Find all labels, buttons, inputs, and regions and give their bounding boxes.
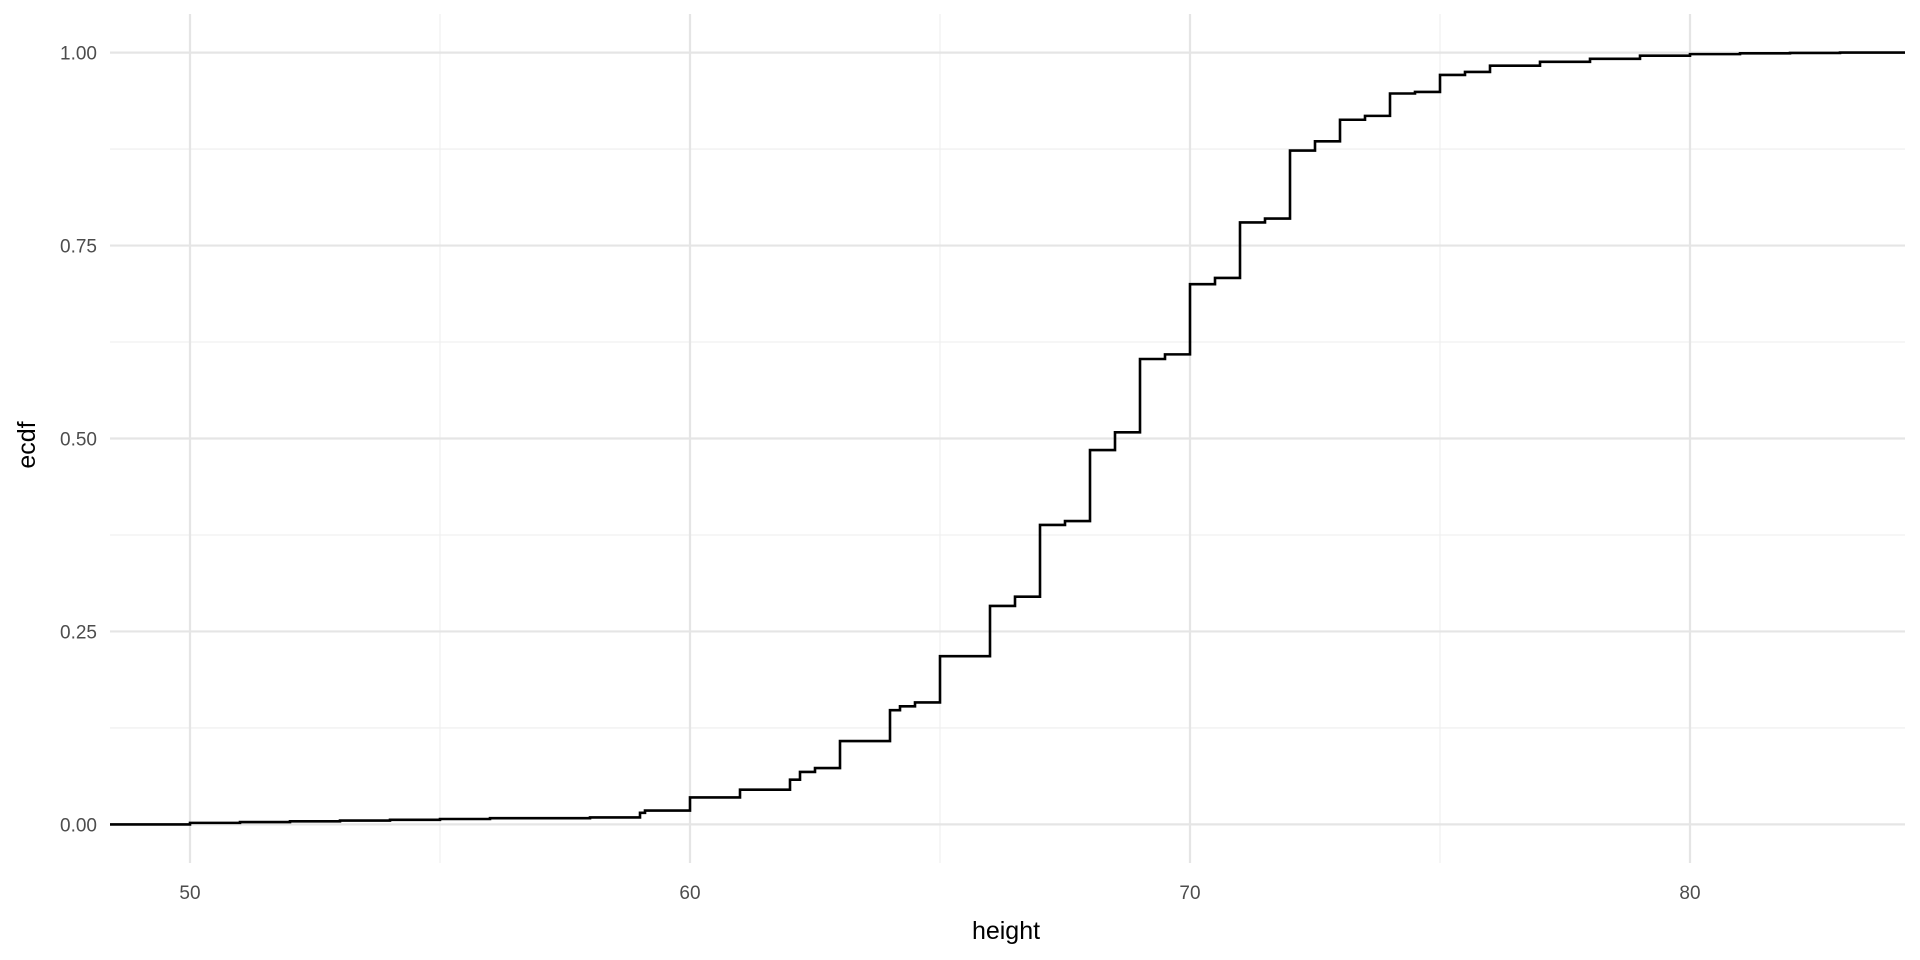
x-axis-ticks: 50 60 70 80 <box>179 883 1700 904</box>
y-tick-label: 1.00 <box>60 44 97 65</box>
y-axis-ticks: 0.00 0.25 0.50 0.75 1.00 <box>60 44 97 837</box>
y-axis-title: ecdf <box>13 421 41 468</box>
y-tick-label: 0.00 <box>60 815 97 836</box>
y-tick-label: 0.25 <box>60 622 97 643</box>
y-tick-label: 0.75 <box>60 237 97 258</box>
x-tick-label: 80 <box>1679 883 1700 904</box>
x-tick-label: 50 <box>179 883 200 904</box>
ecdf-step-line <box>110 51 1905 826</box>
y-tick-label: 0.50 <box>60 430 97 451</box>
x-tick-label: 70 <box>1179 883 1200 904</box>
grid-lines <box>110 14 1905 863</box>
x-tick-label: 60 <box>679 883 700 904</box>
x-axis-title: height <box>972 917 1040 945</box>
